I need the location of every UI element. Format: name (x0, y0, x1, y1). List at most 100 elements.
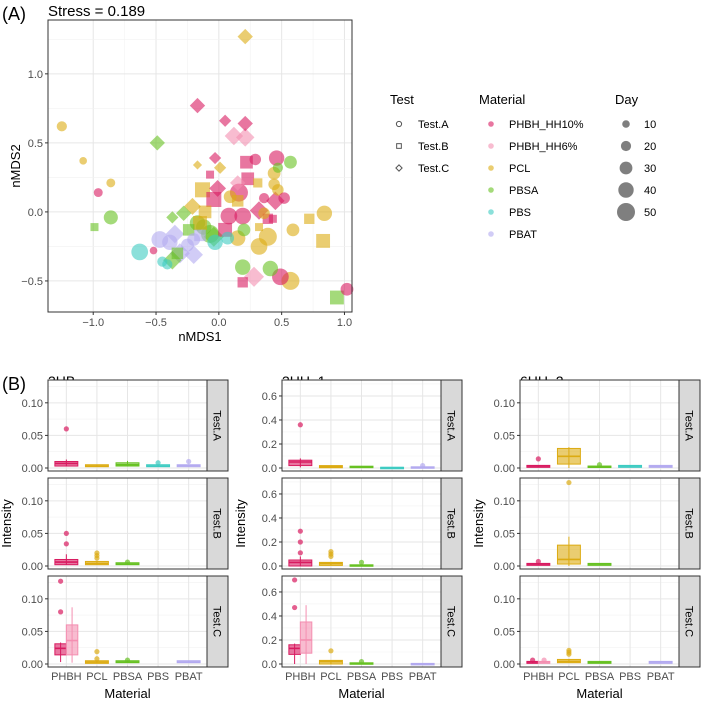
box-PBAT (648, 464, 673, 468)
y-axis-label-intensity: Intensity (233, 499, 248, 548)
legend-label-material: PBS (509, 207, 531, 219)
legend-material-swatch (488, 143, 494, 149)
x-tick-label: −0.5 (145, 317, 167, 329)
box-PHBH_HH10% (288, 528, 313, 567)
x-tick-label: 0.5 (274, 317, 289, 329)
panel-b-label: (B) (2, 374, 26, 394)
facet-strip-label: Test.C (211, 606, 223, 637)
data-point (266, 191, 285, 211)
y-tick-label: 0.00 (22, 659, 43, 671)
legend-shape-square-icon (396, 143, 402, 149)
y-tick-label: 0.05 (22, 430, 43, 442)
legend-label-day: 20 (644, 141, 656, 153)
data-point (194, 182, 211, 198)
box-PBSA (349, 559, 374, 567)
data-point (262, 260, 279, 277)
box-PBAT (176, 458, 201, 468)
outlier-point (566, 647, 572, 653)
y-tick-label: 0.05 (22, 626, 43, 638)
stress-title: Stress = 0.189 (48, 3, 145, 20)
box-PCL (318, 648, 343, 665)
outlier-point (297, 528, 303, 534)
data-point (165, 224, 185, 244)
box-PCL (556, 479, 581, 567)
facet-strip (440, 575, 463, 668)
facet-strip-label: Test.A (445, 410, 457, 441)
y-tick-label: 0.2 (262, 537, 277, 549)
data-point (255, 223, 264, 232)
y-tick-label: 1.0 (28, 69, 43, 81)
box-PHBH_HH10% (526, 558, 551, 566)
data-point (198, 205, 212, 219)
legend-title-material: Material (479, 92, 525, 107)
y-axis-label-intensity: Intensity (471, 499, 486, 548)
outlier-point (63, 541, 69, 547)
data-point (166, 211, 179, 224)
facet-strip-label: Test.A (211, 410, 223, 441)
box-PHBH_HH10% (526, 456, 551, 468)
data-point (209, 179, 227, 197)
data-point (162, 259, 173, 270)
data-point (184, 197, 201, 215)
facet-panel-Test.B: 0.0 0.2 0.4 0.6 Test.B (262, 477, 463, 573)
box-PCL (84, 464, 109, 468)
outlier-point (535, 456, 541, 462)
facet-panel-Test.C: 0.00 0.05 0.10 Test.C (22, 575, 229, 671)
facet-panel-Test.B: 0.00 0.05 0.10 Test.B (494, 477, 701, 573)
legend-day-size-swatch (618, 182, 634, 198)
data-point (268, 214, 277, 223)
box-PCL (556, 647, 581, 664)
box-PHBH_HH6% (65, 607, 79, 663)
y-tick-label: 0.05 (494, 626, 515, 638)
data-point (175, 205, 192, 221)
data-point (284, 155, 297, 169)
data-point (93, 188, 103, 198)
y-tick-label: −0.5 (21, 276, 43, 288)
box-PBSA (115, 657, 140, 664)
outlier-point (420, 462, 426, 469)
y-tick-label: 0.6 (262, 391, 277, 403)
data-point (268, 150, 285, 166)
x-tick-label: −1.0 (82, 317, 104, 329)
facet-strip-label: Test.C (683, 606, 695, 637)
box-PHBH_HH6% (299, 605, 313, 664)
outlier-point (155, 460, 161, 466)
legend-label-material: PBAT (509, 229, 537, 241)
data-point (182, 224, 195, 236)
facet-strip-label: Test.B (211, 508, 223, 539)
box-PBS (618, 464, 643, 468)
data-point (237, 223, 251, 237)
legend-title-day: Day (615, 92, 639, 107)
data-point (208, 151, 222, 165)
legend-title-test: Test (390, 92, 414, 107)
legend-material-swatch (488, 209, 494, 215)
x-tick-label: PBAT (175, 671, 203, 683)
facet-strip (206, 575, 229, 668)
box-PHBH_HH6% (537, 657, 551, 664)
y-tick-label: 0.6 (262, 587, 277, 599)
x-tick-label: PBSA (585, 671, 615, 683)
facet-strip-label: Test.B (445, 508, 457, 539)
outlier-point (297, 539, 303, 545)
legend-material-swatch (488, 187, 494, 193)
data-point (286, 223, 300, 237)
data-point (230, 175, 246, 191)
box-PCL (84, 649, 109, 664)
data-point (224, 126, 244, 146)
facet-strip-label: Test.A (683, 410, 695, 441)
y-tick-label: 0.4 (262, 513, 277, 525)
outlier-point (94, 656, 100, 662)
box-PHBH_HH10% (288, 422, 313, 468)
x-tick-label: PHBH (285, 671, 316, 683)
legend-shape-circle-icon (395, 120, 403, 128)
y-tick-label: 0.05 (494, 528, 515, 540)
y-tick-label: 0.10 (22, 398, 43, 410)
y-tick-label: 0.05 (22, 528, 43, 540)
box-PCL (318, 548, 343, 566)
legend-day-size-swatch (617, 203, 635, 221)
outlier-point (535, 558, 541, 565)
data-point (316, 233, 331, 248)
data-point (193, 216, 207, 230)
data-point (220, 207, 238, 225)
data-point (249, 153, 262, 166)
